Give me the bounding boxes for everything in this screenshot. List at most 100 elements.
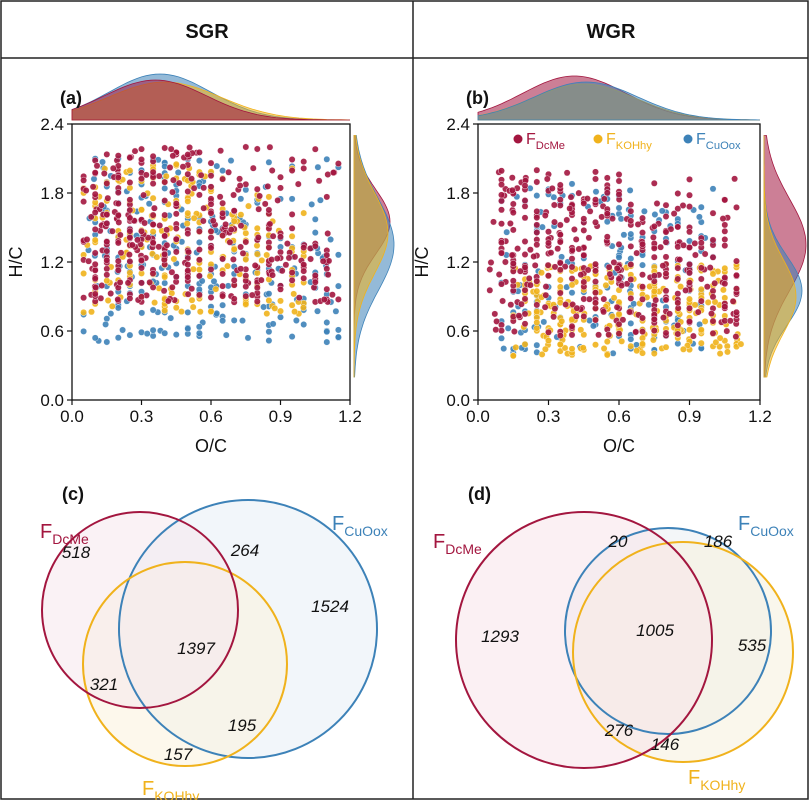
point-kohhy <box>253 242 261 250</box>
point-dcme <box>586 207 594 215</box>
point-cuoox <box>292 317 300 324</box>
point-dcme <box>556 196 564 204</box>
point-dcme <box>138 175 145 183</box>
point-dcme <box>315 177 323 185</box>
venn-set-label-cuoox: FCuOox <box>332 513 388 539</box>
density-top-dcme <box>71 79 350 121</box>
point-dcme <box>188 285 196 293</box>
point-dcme <box>91 260 99 268</box>
point-cuoox <box>550 193 558 201</box>
point-cuoox <box>143 330 151 337</box>
point-dcme <box>509 200 517 208</box>
point-kohhy <box>172 304 180 312</box>
point-cuoox <box>627 335 635 343</box>
point-kohhy <box>184 209 192 217</box>
point-dcme <box>131 147 139 155</box>
y-tick-label: 2.4 <box>446 115 470 134</box>
point-cuoox <box>288 195 296 203</box>
point-dcme <box>521 182 529 190</box>
point-dcme <box>282 261 290 269</box>
point-dcme <box>554 245 562 253</box>
point-dcme <box>568 322 576 330</box>
point-dcme <box>545 328 552 336</box>
point-dcme <box>627 242 635 250</box>
point-dcme <box>146 278 154 286</box>
point-dcme <box>114 211 122 219</box>
point-dcme <box>268 256 275 263</box>
point-dcme <box>686 260 693 268</box>
marginal-density-top <box>71 73 351 121</box>
point-dcme <box>721 274 729 281</box>
point-dcme <box>613 303 621 311</box>
point-dcme <box>486 266 494 273</box>
column-header-sgr: SGR <box>185 21 229 43</box>
point-dcme <box>168 268 176 276</box>
point-kohhy <box>138 206 145 214</box>
point-cuoox <box>138 309 146 317</box>
point-dcme <box>161 232 169 240</box>
point-dcme <box>615 320 623 328</box>
point-dcme <box>114 200 122 208</box>
point-dcme <box>627 217 635 225</box>
point-dcme <box>142 171 150 179</box>
point-cuoox <box>244 334 252 342</box>
point-dcme <box>516 267 524 275</box>
legend-label-kohhy: FKOHhy <box>606 131 652 152</box>
point-kohhy <box>172 160 180 168</box>
point-cuoox <box>230 316 238 324</box>
point-kohhy <box>603 338 611 345</box>
point-cuoox <box>697 203 705 211</box>
point-dcme <box>155 172 163 180</box>
point-dcme <box>85 257 93 265</box>
point-dcme <box>575 189 583 197</box>
point-dcme <box>200 184 208 192</box>
point-dcme <box>556 181 564 189</box>
point-dcme <box>253 298 261 305</box>
point-dcme <box>723 327 731 335</box>
point-dcme <box>585 234 593 242</box>
venn-region-value: 264 <box>230 541 259 560</box>
point-dcme <box>184 151 192 159</box>
point-dcme <box>726 317 734 325</box>
point-dcme <box>288 276 296 284</box>
point-dcme <box>149 221 157 228</box>
point-dcme <box>323 265 331 273</box>
venn-set-label-dcme-sub: DcMe <box>52 531 89 547</box>
point-dcme <box>556 231 564 239</box>
point-dcme <box>242 180 250 188</box>
point-dcme <box>721 242 729 250</box>
point-dcme <box>141 219 149 227</box>
point-dcme <box>662 228 670 236</box>
venn-region-value: 1524 <box>311 597 349 616</box>
point-dcme <box>550 201 558 209</box>
point-cuoox <box>265 158 273 166</box>
point-dcme <box>325 257 333 265</box>
point-kohhy <box>237 211 245 219</box>
point-dcme <box>533 277 541 285</box>
point-kohhy <box>190 214 198 222</box>
point-dcme <box>114 266 122 274</box>
point-dcme <box>606 270 614 278</box>
point-dcme <box>670 210 678 218</box>
point-cuoox <box>277 313 284 321</box>
point-kohhy <box>126 269 134 277</box>
point-kohhy <box>245 202 252 210</box>
point-dcme <box>172 235 180 243</box>
point-dcme <box>219 232 227 239</box>
point-dcme <box>149 283 157 291</box>
point-cuoox <box>99 158 106 166</box>
point-dcme <box>545 272 552 280</box>
legend-label-cuoox-sub: CuOox <box>706 140 741 152</box>
venn-region-value: 535 <box>738 636 767 655</box>
point-dcme <box>632 328 640 336</box>
point-dcme <box>91 249 99 257</box>
point-cuoox <box>167 314 175 322</box>
point-dcme <box>172 210 180 218</box>
point-dcme <box>89 183 97 191</box>
point-kohhy <box>545 337 552 344</box>
point-dcme <box>697 239 705 247</box>
point-dcme <box>164 297 172 305</box>
point-dcme <box>115 218 123 226</box>
point-cuoox <box>323 328 331 336</box>
